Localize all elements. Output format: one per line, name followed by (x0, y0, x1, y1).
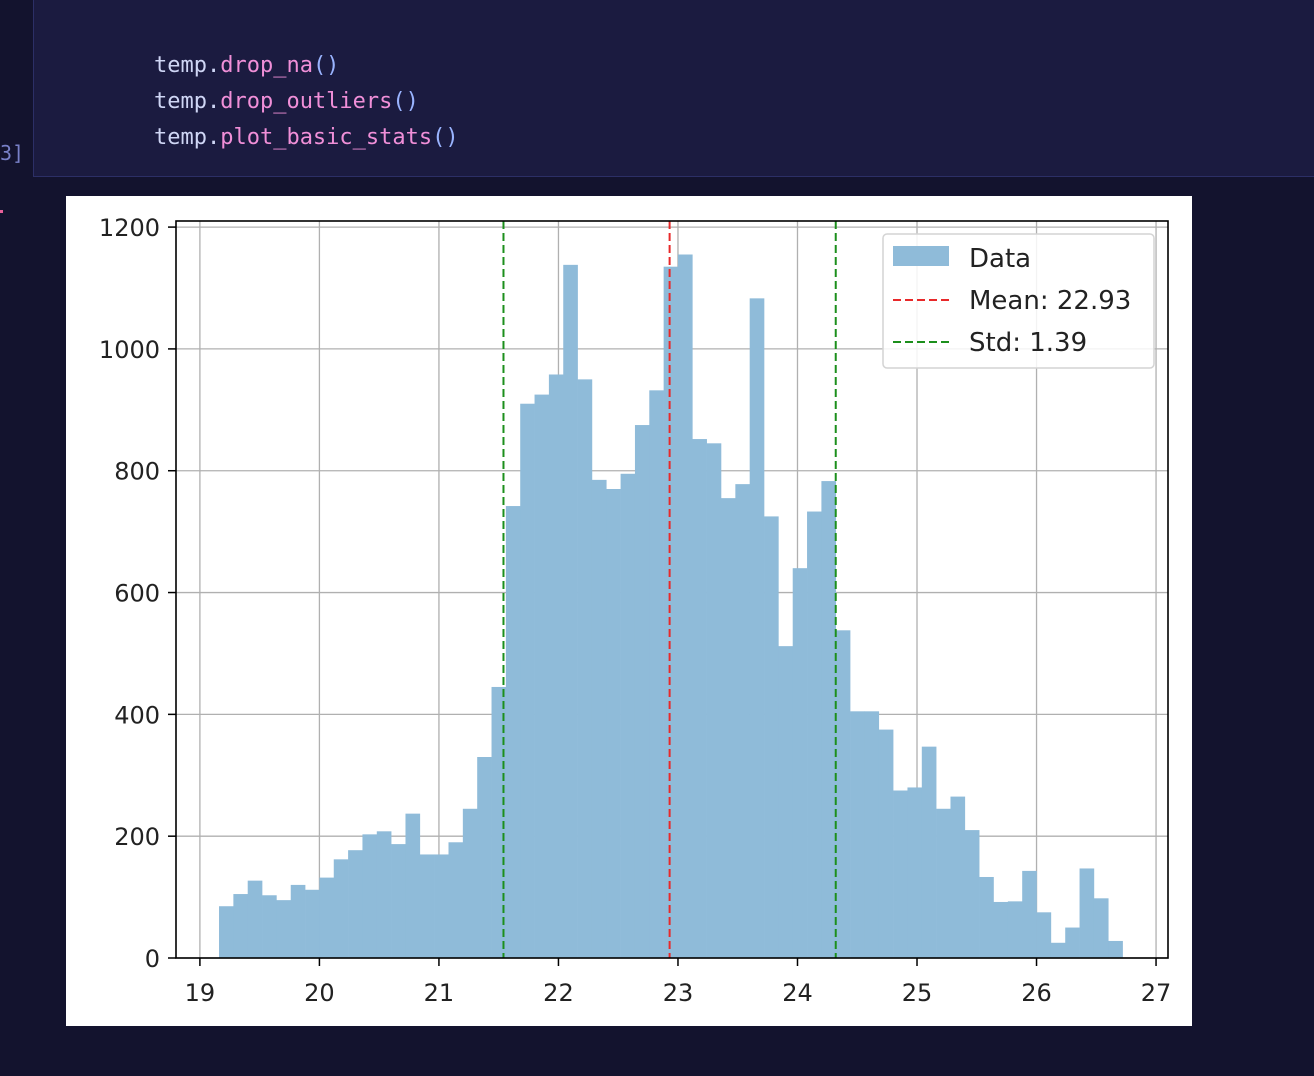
x-tick-label: 24 (782, 979, 813, 1007)
histogram-bar (850, 711, 865, 958)
legend-box (882, 233, 1155, 369)
histogram-bar (448, 842, 464, 958)
histogram-bar (262, 895, 277, 958)
histogram-bar (462, 808, 478, 958)
legend-data-label: Data (969, 244, 1031, 274)
code-cell[interactable]: temp.drop_na() temp.drop_outliers() temp… (33, 0, 1314, 177)
histogram-bar (620, 473, 636, 958)
code-line: temp.drop_outliers() (153, 89, 419, 114)
x-tick-label: 20 (304, 979, 335, 1007)
histogram-bar (477, 757, 492, 958)
histogram-bar (807, 511, 822, 958)
x-tick-label: 22 (543, 979, 574, 1007)
y-axis: 0 200 400 600 800 1000 1200 (99, 214, 176, 973)
output-marker (0, 210, 3, 213)
code-line: temp.plot_basic_stats() (153, 125, 459, 150)
histogram-bar (778, 646, 794, 958)
histogram-bar (233, 894, 249, 958)
histogram-bar (1022, 870, 1037, 958)
histogram-bar (1007, 901, 1023, 958)
histogram-bar (376, 831, 392, 958)
histogram-bar (247, 880, 263, 958)
y-tick-label: 800 (114, 458, 160, 486)
histogram-bar (1065, 927, 1080, 958)
reference-lines (502, 221, 837, 958)
histogram-bar (835, 630, 851, 958)
histogram-bar (348, 850, 363, 958)
x-axis: 19 20 21 22 23 24 25 26 27 (185, 958, 1172, 1007)
x-tick-label: 25 (902, 979, 933, 1007)
histogram-bar (634, 425, 650, 958)
histogram-bar (706, 443, 722, 958)
histogram-bar (434, 854, 449, 958)
histogram-bar (391, 844, 406, 958)
histogram-bar (921, 746, 937, 958)
x-tick-label: 19 (185, 979, 216, 1007)
histogram-bar (1079, 868, 1095, 958)
y-tick-label: 1200 (99, 214, 160, 242)
histogram-bar (964, 830, 980, 958)
histogram-bar (936, 808, 951, 958)
histogram-bar (276, 900, 292, 958)
histogram-bar (577, 379, 593, 958)
y-tick-label: 200 (114, 823, 160, 851)
histogram-bar (305, 889, 320, 958)
legend-data-swatch (893, 246, 949, 266)
legend: Data Mean: 22.93 Std: 1.39 (882, 233, 1155, 369)
histogram-bar (1050, 942, 1066, 958)
histogram-bar (907, 787, 923, 958)
histogram-bar (663, 266, 679, 958)
histogram-bar (721, 498, 736, 958)
histogram-bar (520, 403, 535, 958)
legend-std-label: Std: 1.39 (969, 328, 1087, 358)
y-tick-label: 0 (145, 945, 160, 973)
legend-mean-label: Mean: 22.93 (969, 286, 1131, 316)
histogram-bar (219, 906, 234, 958)
histogram-bar (821, 481, 837, 958)
histogram-bar (1108, 940, 1123, 958)
histogram-bar (319, 877, 335, 958)
cell-output: 19 20 21 22 23 24 25 26 27 0 200 400 600 800 1000 1200… (66, 196, 1192, 1026)
histogram-bar (548, 374, 564, 958)
histogram-bar (979, 876, 994, 958)
histogram-bar (534, 394, 550, 958)
histogram-bar (405, 813, 421, 958)
histogram-bar (591, 479, 607, 958)
execution-count: 3] (0, 141, 25, 165)
histogram-bar (649, 390, 664, 958)
histogram-bar (505, 506, 521, 958)
plot-frame (175, 220, 1169, 959)
histogram-bar (419, 854, 435, 958)
code-line: temp.drop_na() (153, 53, 340, 78)
histogram-bar (993, 901, 1009, 958)
histogram-bar (563, 264, 578, 958)
histogram-bar (692, 439, 707, 958)
histogram-bar (893, 790, 908, 958)
histogram-bar (950, 796, 966, 958)
histogram-bar (362, 834, 378, 958)
histogram-bar (792, 568, 808, 958)
y-tick-label: 1000 (99, 336, 160, 364)
histogram-bar (677, 254, 693, 958)
histogram-bar (878, 729, 894, 958)
histogram-bar (735, 484, 750, 958)
y-tick-label: 400 (114, 701, 160, 729)
y-tick-label: 600 (114, 580, 160, 608)
x-tick-label: 21 (424, 979, 455, 1007)
histogram-bar (1036, 912, 1052, 958)
histogram-bar (864, 711, 880, 958)
histogram-bar (290, 884, 306, 958)
histogram-bar (749, 298, 765, 958)
histogram-bars (219, 254, 1123, 958)
x-tick-label: 23 (663, 979, 694, 1007)
histogram-bar (1093, 898, 1109, 958)
x-tick-label: 27 (1141, 979, 1172, 1007)
histogram-chart: 19 20 21 22 23 24 25 26 27 0 200 400 600 800 1000 1200… (99, 214, 1172, 1007)
histogram-bar (333, 859, 349, 958)
x-tick-label: 26 (1021, 979, 1052, 1007)
histogram-bar (764, 516, 779, 958)
histogram-bar (606, 489, 621, 958)
